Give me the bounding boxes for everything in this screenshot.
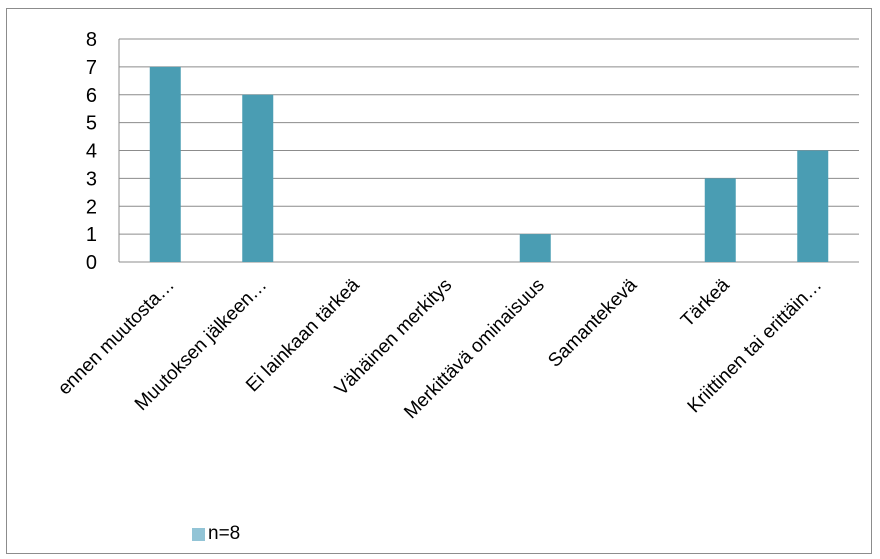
legend: n=8 (192, 523, 240, 545)
bar (519, 234, 551, 262)
y-tick-label: 3 (86, 168, 97, 190)
y-tick-label: 7 (86, 57, 97, 79)
bar (149, 66, 181, 262)
y-tick-label: 2 (86, 196, 97, 218)
legend-swatch (192, 527, 205, 541)
x-tick-label: Tärkeä (677, 274, 734, 331)
bar (242, 94, 274, 262)
x-tick-label: Samantekevä (544, 274, 641, 371)
y-tick-label: 8 (86, 29, 97, 51)
legend-label: n=8 (208, 523, 241, 544)
y-tick-label: 5 (86, 113, 97, 135)
y-tick-label: 0 (86, 252, 97, 274)
bar (797, 150, 829, 262)
y-tick-label: 4 (86, 141, 97, 163)
y-tick-label: 1 (86, 224, 97, 246)
bar (704, 178, 736, 262)
y-tick-label: 6 (86, 85, 97, 107)
chart-frame (6, 8, 872, 554)
